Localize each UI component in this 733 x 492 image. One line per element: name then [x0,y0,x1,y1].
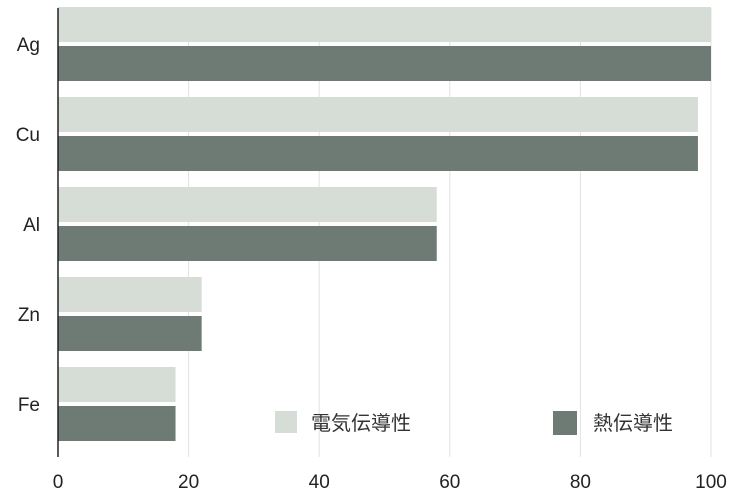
bar-electrical-cu [58,97,698,132]
bars [58,7,711,441]
bar-thermal-fe [58,406,176,441]
category-label: Fe [18,395,40,416]
bar-thermal-ag [58,46,711,81]
bar-electrical-al [58,187,437,222]
x-tick-label: 40 [309,472,330,492]
legend-swatch-thermal [553,411,577,435]
x-tick-labels: 0 20 40 60 80 100 [53,472,727,492]
legend-label-electrical: 電気伝導性 [311,411,411,435]
x-tick-label: 60 [439,472,460,492]
x-tick-label: 0 [53,472,64,492]
bar-thermal-zn [58,316,202,351]
bar-electrical-ag [58,7,711,42]
legend-label-thermal: 熱伝導性 [593,411,673,435]
legend-swatch-electrical [275,411,297,433]
category-labels: Ag Cu Al Zn Fe [16,35,40,416]
bar-electrical-zn [58,277,202,312]
x-tick-label: 20 [178,472,199,492]
bar-electrical-fe [58,367,176,402]
x-tick-label: 80 [570,472,591,492]
category-label: Cu [16,125,40,146]
gridlines [188,8,712,457]
category-label: Al [23,215,40,236]
category-label: Ag [17,35,40,56]
category-label: Zn [18,305,40,326]
legend: 電気伝導性 熱伝導性 [275,411,673,435]
bar-thermal-al [58,226,437,261]
x-tick-label: 100 [695,472,727,492]
bar-thermal-cu [58,136,698,171]
